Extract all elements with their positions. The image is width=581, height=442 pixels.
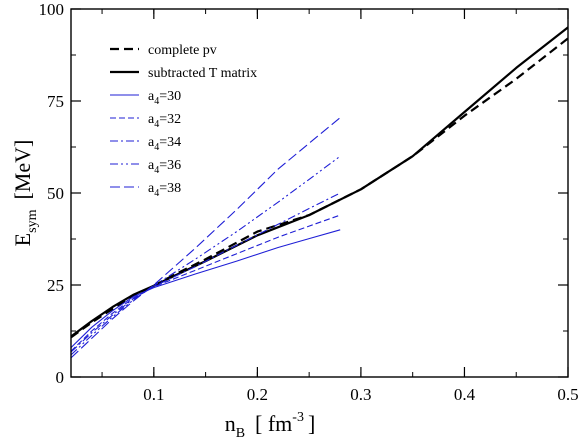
- y-axis-title-sub: sym: [25, 209, 40, 232]
- x-tick-label-0: 0.1: [143, 385, 164, 404]
- y-axis-title: Esym [MeV]: [10, 140, 40, 247]
- x-axis-title-sup: -3: [292, 410, 304, 425]
- series-line-0: [70, 37, 569, 339]
- legend-label-2: a4=30: [148, 89, 181, 107]
- x-tick-label-2: 0.3: [350, 385, 371, 404]
- x-axis-title: nB [ fm-3]: [225, 410, 316, 441]
- x-tick-label-1: 0.2: [247, 385, 268, 404]
- y-tick-label-3: 75: [47, 92, 64, 111]
- x-axis-title-bracket: [ fm: [255, 411, 292, 436]
- legend: complete pv subtracted T matrix a4=30 a4=32…: [110, 43, 257, 199]
- y-tick-label-0: 0: [56, 368, 65, 387]
- series-line-6: [70, 117, 341, 359]
- series-line-3: [70, 214, 341, 352]
- tick-layer: 0.1 0.2 0.3 0.4 0.5 0 25 50 75 100: [39, 0, 579, 404]
- series-line-5: [70, 155, 341, 356]
- x-tick-label-3: 0.4: [454, 385, 476, 404]
- legend-label-4: a4=34: [148, 135, 181, 153]
- y-axis-title-main: E: [10, 233, 35, 246]
- x-axis-title-sub: B: [236, 426, 245, 441]
- x-tick-label-4: 0.5: [557, 385, 578, 404]
- legend-label-0: complete pv: [148, 43, 217, 58]
- series-layer: [70, 26, 569, 359]
- series-line-4: [70, 192, 341, 353]
- y-tick-label-2: 50: [47, 184, 64, 203]
- svg-text:Esym[MeV]: Esym [MeV]: [10, 140, 40, 247]
- y-tick-label-1: 25: [47, 276, 64, 295]
- legend-label-1: subtracted T matrix: [148, 66, 257, 81]
- x-axis-title-main: n: [225, 411, 236, 436]
- series-line-2: [70, 229, 341, 348]
- svg-text:nB[ fm-3]: nB [ fm-3]: [225, 410, 316, 441]
- legend-label-5: a4=36: [148, 158, 181, 176]
- legend-label-3: a4=32: [148, 112, 181, 130]
- legend-label-6: a4=38: [148, 181, 181, 199]
- x-axis-title-close: ]: [308, 411, 315, 436]
- y-tick-label-4: 100: [39, 0, 65, 19]
- y-axis-title-unit: [MeV]: [10, 140, 35, 200]
